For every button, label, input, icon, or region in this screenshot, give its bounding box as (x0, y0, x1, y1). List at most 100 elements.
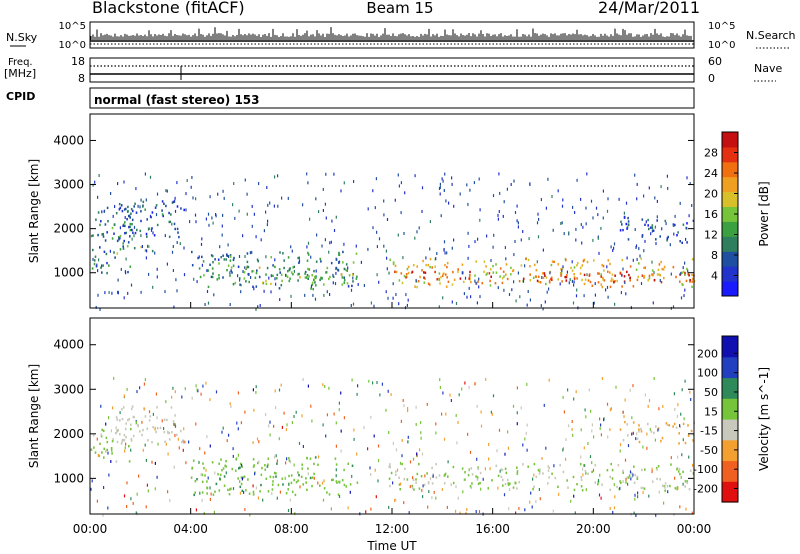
heatmap-cell (676, 487, 678, 491)
heatmap-cell (284, 476, 286, 480)
heatmap-cell (640, 430, 643, 433)
heatmap-cell (481, 282, 484, 285)
heatmap-cell (443, 437, 446, 441)
heatmap-cell (156, 223, 159, 227)
heatmap-cell (342, 261, 344, 264)
heatmap-cell (510, 273, 512, 276)
heatmap-cell (229, 271, 231, 275)
heatmap-cell (207, 301, 210, 305)
heatmap-cell (274, 277, 276, 281)
heatmap-cell (113, 376, 115, 380)
heatmap-cell (165, 189, 167, 193)
heatmap-cell (195, 422, 197, 426)
heatmap-cell (400, 181, 402, 185)
heatmap-cell (654, 196, 656, 200)
heatmap-cell (307, 251, 309, 255)
heatmap-cell (544, 300, 546, 304)
heatmap-cell (355, 277, 358, 280)
heatmap-cell (135, 187, 137, 191)
heatmap-cell (620, 481, 622, 484)
heatmap-cell (209, 263, 211, 266)
heatmap-cell (168, 235, 171, 238)
heatmap-cell (610, 277, 613, 280)
heatmap-cell (677, 470, 680, 473)
heatmap-cell (356, 481, 359, 484)
heatmap-cell (636, 278, 639, 282)
heatmap-cell (622, 471, 624, 474)
heatmap-cell (504, 246, 506, 250)
heatmap-cell (232, 454, 234, 458)
heatmap-cell (271, 488, 274, 491)
colorbar-tick-label: -50 (700, 444, 718, 457)
heatmap-cell (457, 270, 459, 273)
heatmap-cell (395, 470, 397, 473)
heatmap-cell (103, 447, 105, 450)
heatmap-cell (108, 473, 110, 477)
plot-area (90, 114, 694, 308)
heatmap-cell (678, 442, 680, 445)
heatmap-cell (278, 268, 281, 271)
heatmap-cell (248, 492, 251, 495)
heatmap-cell (178, 235, 180, 239)
heatmap-cell (201, 480, 204, 483)
heatmap-cell (407, 271, 410, 275)
heatmap-cell (207, 212, 210, 216)
heatmap-cell (415, 481, 417, 484)
heatmap-cell (130, 427, 132, 431)
heatmap-cell (161, 200, 164, 203)
heatmap-cell (337, 493, 340, 496)
heatmap-cell (394, 270, 396, 273)
heatmap-cell (647, 422, 649, 426)
colorbar-tick-label: 12 (704, 229, 718, 242)
heatmap-cell (215, 213, 217, 216)
heatmap-cell (443, 189, 445, 192)
colorbar-tick-label: 200 (697, 347, 718, 360)
heatmap-cell (128, 460, 131, 463)
heatmap-cell (206, 290, 209, 293)
heatmap-cell (559, 282, 561, 286)
heatmap-cell (128, 225, 130, 229)
heatmap-cell (288, 457, 290, 460)
heatmap-cell (311, 281, 314, 284)
heatmap-cell (114, 256, 116, 259)
heatmap-cell (415, 405, 417, 409)
heatmap-cell (126, 505, 128, 508)
heatmap-cell (542, 472, 544, 475)
heatmap-cell (575, 294, 578, 298)
heatmap-cell (200, 473, 202, 476)
heatmap-cell (103, 486, 105, 489)
heatmap-cell (219, 245, 221, 249)
heatmap-cell (474, 274, 476, 277)
heatmap-cell (689, 182, 691, 186)
heatmap-cell (212, 261, 214, 264)
heatmap-cell (280, 284, 283, 287)
heatmap-cell (123, 296, 125, 300)
heatmap-cell (508, 293, 511, 296)
heatmap-cell (675, 426, 678, 429)
heatmap-cell (222, 276, 224, 279)
heatmap-cell (464, 471, 466, 474)
heatmap-cell (407, 407, 409, 410)
heatmap-cell (126, 210, 129, 213)
heatmap-cell (239, 462, 242, 466)
colorbar-label: Power [dB] (757, 181, 771, 246)
noise-right-tick-top: 10^5 (708, 21, 735, 32)
heatmap-cell (146, 235, 148, 238)
heatmap-cell (416, 265, 418, 268)
heatmap-cell (223, 475, 226, 478)
y-tick-label: 4000 (53, 133, 84, 147)
heatmap-cell (297, 273, 299, 276)
heatmap-cell (219, 473, 222, 477)
heatmap-cell (392, 441, 394, 445)
heatmap-cell (606, 285, 609, 289)
heatmap-cell (324, 238, 326, 242)
heatmap-cell (220, 256, 222, 259)
heatmap-cell (311, 274, 313, 277)
heatmap-cell (648, 494, 650, 498)
heatmap-cell (338, 260, 341, 264)
heatmap-cell (274, 175, 276, 179)
heatmap-cell (636, 197, 638, 201)
heatmap-cell (332, 273, 334, 277)
heatmap-cell (396, 468, 399, 472)
heatmap-cell (611, 468, 614, 472)
